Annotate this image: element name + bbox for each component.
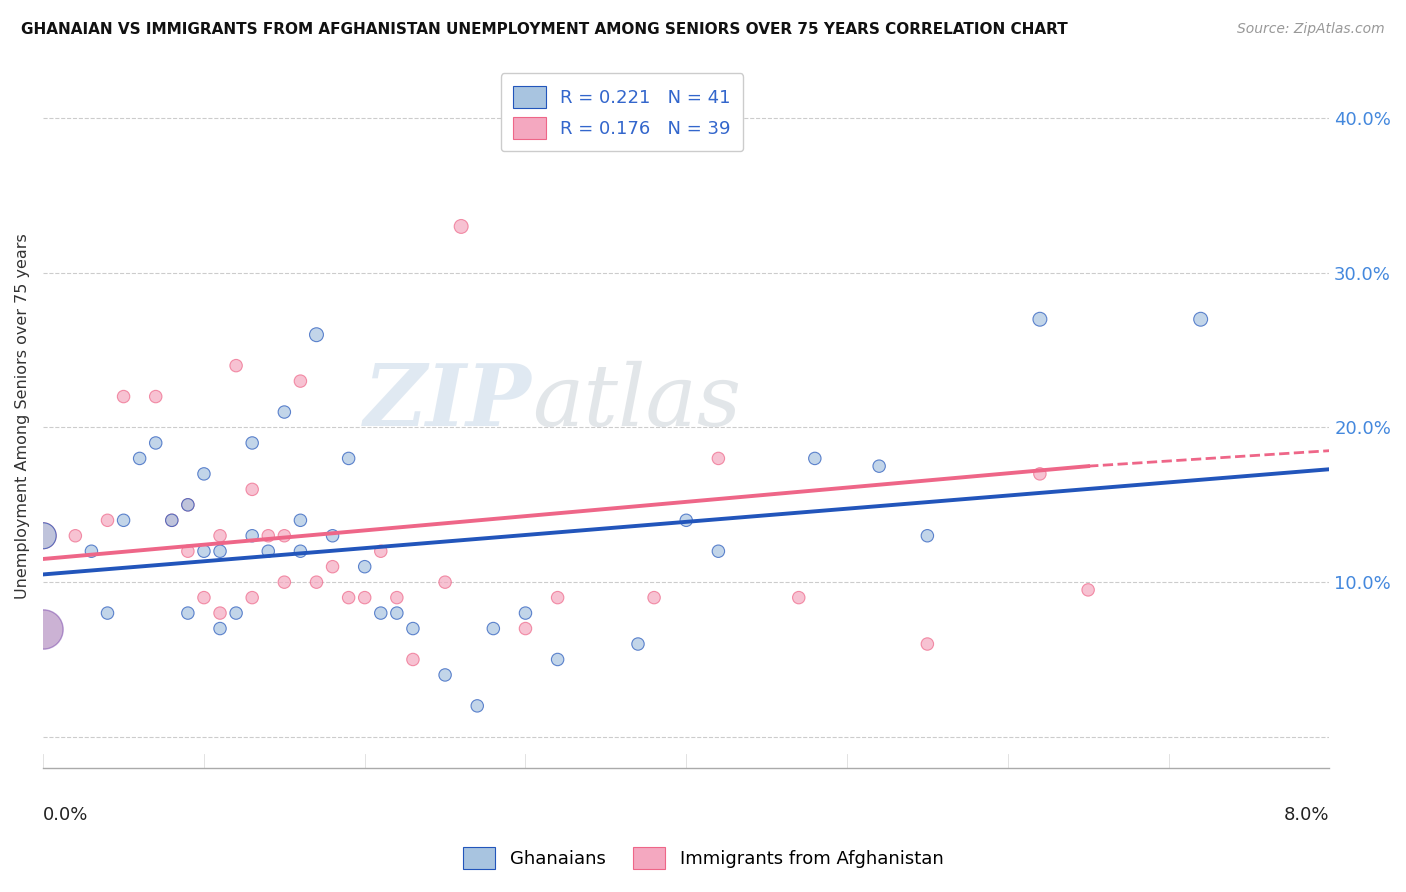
Point <box>675 513 697 527</box>
Point <box>208 529 231 543</box>
Point <box>868 459 890 474</box>
Point <box>322 529 344 543</box>
Point <box>193 467 215 481</box>
Point <box>385 591 408 605</box>
Point <box>547 591 569 605</box>
Point <box>370 606 392 620</box>
Text: Source: ZipAtlas.com: Source: ZipAtlas.com <box>1237 22 1385 37</box>
Point <box>177 544 200 558</box>
Point <box>160 513 183 527</box>
Point <box>240 591 263 605</box>
Point <box>177 498 200 512</box>
Point <box>305 575 328 590</box>
Point <box>385 606 408 620</box>
Point <box>80 544 103 558</box>
Text: 0.0%: 0.0% <box>44 806 89 824</box>
Point <box>290 544 312 558</box>
Point <box>515 622 537 636</box>
Point <box>112 390 135 404</box>
Y-axis label: Unemployment Among Seniors over 75 years: Unemployment Among Seniors over 75 years <box>15 233 30 599</box>
Point <box>225 359 247 373</box>
Point <box>1029 312 1052 326</box>
Point <box>787 591 810 605</box>
Point <box>225 606 247 620</box>
Point <box>1077 582 1099 597</box>
Point <box>547 652 569 666</box>
Point <box>1029 467 1052 481</box>
Point <box>177 606 200 620</box>
Point <box>32 529 55 543</box>
Text: atlas: atlas <box>531 360 741 443</box>
Text: 8.0%: 8.0% <box>1284 806 1329 824</box>
Point <box>193 591 215 605</box>
Point <box>337 451 360 466</box>
Point <box>208 622 231 636</box>
Point <box>917 529 939 543</box>
Point <box>128 451 150 466</box>
Point <box>434 575 457 590</box>
Point <box>240 436 263 450</box>
Point <box>273 529 295 543</box>
Point <box>804 451 827 466</box>
Legend: Ghanaians, Immigrants from Afghanistan: Ghanaians, Immigrants from Afghanistan <box>454 838 952 879</box>
Point <box>450 219 472 234</box>
Point <box>65 529 87 543</box>
Point <box>145 390 167 404</box>
Point <box>707 451 730 466</box>
Point <box>515 606 537 620</box>
Point <box>1189 312 1212 326</box>
Point <box>643 591 665 605</box>
Point <box>96 513 118 527</box>
Point <box>322 559 344 574</box>
Point <box>353 591 375 605</box>
Text: ZIP: ZIP <box>364 360 531 443</box>
Point <box>273 405 295 419</box>
Point <box>465 698 488 713</box>
Point <box>240 529 263 543</box>
Point <box>32 529 55 543</box>
Point <box>112 513 135 527</box>
Point <box>482 622 505 636</box>
Point <box>707 544 730 558</box>
Text: GHANAIAN VS IMMIGRANTS FROM AFGHANISTAN UNEMPLOYMENT AMONG SENIORS OVER 75 YEARS: GHANAIAN VS IMMIGRANTS FROM AFGHANISTAN … <box>21 22 1067 37</box>
Point <box>257 544 280 558</box>
Point <box>402 622 425 636</box>
Point <box>160 513 183 527</box>
Point <box>273 575 295 590</box>
Point <box>96 606 118 620</box>
Point <box>208 544 231 558</box>
Point <box>145 436 167 450</box>
Point <box>917 637 939 651</box>
Point <box>370 544 392 558</box>
Point <box>177 498 200 512</box>
Point <box>290 513 312 527</box>
Point <box>627 637 650 651</box>
Point <box>353 559 375 574</box>
Point <box>290 374 312 388</box>
Point <box>434 668 457 682</box>
Point <box>337 591 360 605</box>
Point <box>305 327 328 342</box>
Point <box>193 544 215 558</box>
Legend: R = 0.221   N = 41, R = 0.176   N = 39: R = 0.221 N = 41, R = 0.176 N = 39 <box>501 73 744 152</box>
Point <box>32 622 55 636</box>
Point <box>257 529 280 543</box>
Point <box>240 483 263 497</box>
Point <box>402 652 425 666</box>
Point <box>208 606 231 620</box>
